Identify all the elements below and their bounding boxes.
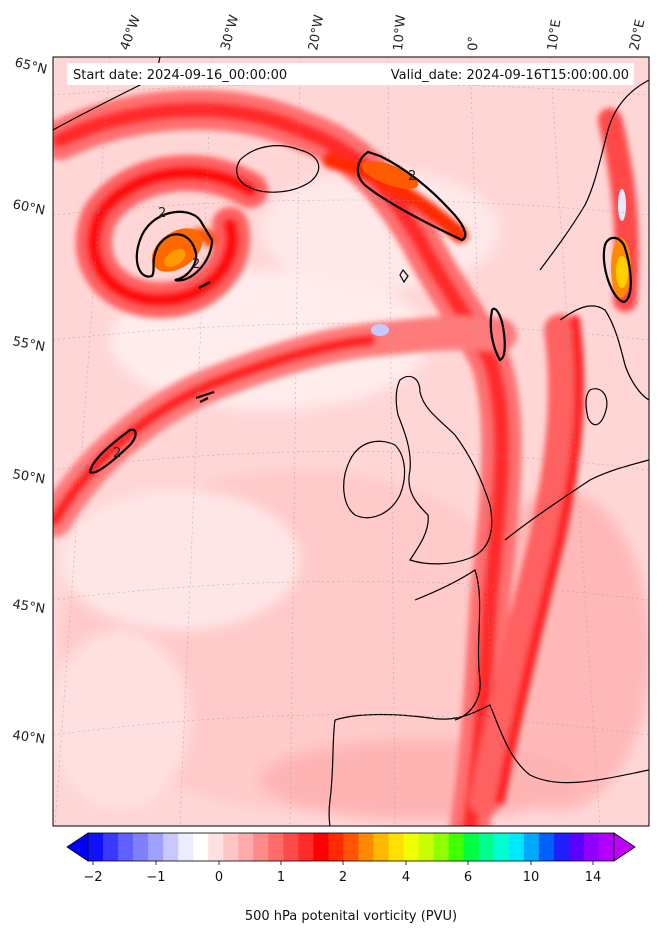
colorbar-cells	[66, 832, 636, 862]
colorbar-extend-high	[613, 832, 636, 862]
colorbar-cell	[178, 833, 194, 861]
coastline-britain	[395, 375, 493, 565]
colorbar-cell	[328, 833, 344, 861]
lat-label: 45°N	[11, 597, 46, 617]
colorbar-cell	[298, 833, 314, 861]
contour-label: 2	[408, 169, 416, 184]
colorbar-cell	[478, 833, 495, 861]
colorbar-tick-label: 4	[402, 870, 410, 885]
colorbar-cell	[313, 833, 329, 861]
date-header-box	[67, 63, 634, 85]
colorbar-extend-low	[66, 832, 89, 862]
contour-labels: 2 2 2 2	[113, 169, 416, 461]
colorbar-cell	[163, 833, 179, 861]
colorbar-cell	[238, 833, 254, 861]
lon-label: 10°W	[391, 14, 409, 51]
colorbar-cell	[418, 833, 435, 861]
colorbar-cell	[493, 833, 510, 861]
coastline-denmark	[585, 388, 608, 426]
colorbar-cell	[538, 833, 555, 861]
date-header: Start date: 2024-09-16_00:00:00 Valid_da…	[67, 63, 634, 85]
coastline-norway	[539, 79, 649, 271]
colorbar-tick-label: 2	[339, 870, 347, 885]
lat-label: 55°N	[11, 334, 46, 355]
lat-label: 65°N	[13, 55, 48, 77]
colorbar-cell	[358, 833, 375, 861]
pv-2-contours	[88, 150, 632, 474]
lon-label: 20°E	[627, 18, 648, 52]
start-date: Start date: 2024-09-16_00:00:00	[73, 68, 287, 83]
colorbar-cell	[448, 833, 465, 861]
lat-label: 50°N	[11, 467, 46, 487]
lon-label: 20°W	[306, 14, 327, 52]
colorbar-cell	[553, 833, 570, 861]
colorbar-cell	[463, 833, 480, 861]
longitude-labels: 40°W 30°W 20°W 10°W 0° 10°E 20°E	[118, 13, 649, 52]
colorbar-cell	[193, 833, 209, 861]
lon-label: 40°W	[118, 13, 144, 52]
coastline-france	[414, 569, 481, 721]
colorbar-title: 500 hPa potenital vorticity (PVU)	[245, 909, 457, 924]
colorbar-cell	[148, 833, 164, 861]
colorbar-cell	[283, 833, 299, 861]
colorbar-cell	[88, 833, 104, 861]
colorbar-cell	[583, 833, 600, 861]
colorbar-cell	[373, 833, 390, 861]
colorbar-cell	[133, 833, 149, 861]
lat-label: 40°N	[11, 728, 46, 747]
colorbar-cell	[388, 833, 405, 861]
lon-label: 0°	[466, 36, 482, 51]
colorbar-cell	[103, 833, 119, 861]
colorbar-cell	[268, 833, 284, 861]
colorbar-cell	[223, 833, 239, 861]
colorbar-cell	[523, 833, 540, 861]
colorbar-cell	[208, 833, 224, 861]
lon-label: 30°W	[218, 13, 242, 52]
colorbar-cell	[598, 833, 615, 861]
contour-label: 2	[113, 446, 121, 461]
coastline-iceland	[236, 145, 320, 193]
map-panel: 2 2 2 2	[53, 57, 649, 826]
contour-label: 2	[158, 206, 166, 221]
colorbar-tick-label: −1	[146, 870, 165, 885]
latitude-labels: 65°N 60°N 55°N 50°N 45°N 40°N	[11, 55, 48, 747]
contour-label: 2	[192, 257, 200, 272]
map-border	[52, 56, 650, 827]
coastline-scandinavia-south	[559, 305, 649, 401]
colorbar-tick-label: −2	[83, 870, 102, 885]
colorbar-cell	[118, 833, 134, 861]
coastline-ireland	[343, 440, 406, 519]
colorbar-cell	[253, 833, 269, 861]
colorbar-cell	[403, 833, 420, 861]
colorbar-cell	[433, 833, 450, 861]
coastline-europe-west	[504, 459, 649, 541]
lon-label: 10°E	[545, 19, 564, 52]
colorbar: −2 −1 0 1 2 4 6 10 14 500 hPa potenital vorticit…	[66, 832, 636, 924]
lat-label: 60°N	[11, 197, 46, 218]
colorbar-cell	[343, 833, 360, 861]
colorbar-ticks: −2 −1 0 1 2 4 6 10 14	[83, 861, 601, 885]
pv-streamers	[53, 89, 639, 826]
colorbar-border	[87, 832, 615, 862]
graticule	[53, 57, 649, 826]
colorbar-tick-label: 0	[215, 870, 223, 885]
colorbar-tick-label: 1	[277, 870, 285, 885]
colorbar-tick-label: 10	[523, 870, 540, 885]
coastline-faroe	[399, 268, 409, 284]
colorbar-tick-label: 14	[585, 870, 602, 885]
colorbar-cell	[508, 833, 525, 861]
colorbar-cell	[568, 833, 585, 861]
valid-date: Valid_date: 2024-09-16T15:00:00.00	[391, 68, 629, 83]
coastline-iberia-west	[328, 719, 336, 826]
colorbar-tick-label: 6	[464, 870, 472, 885]
